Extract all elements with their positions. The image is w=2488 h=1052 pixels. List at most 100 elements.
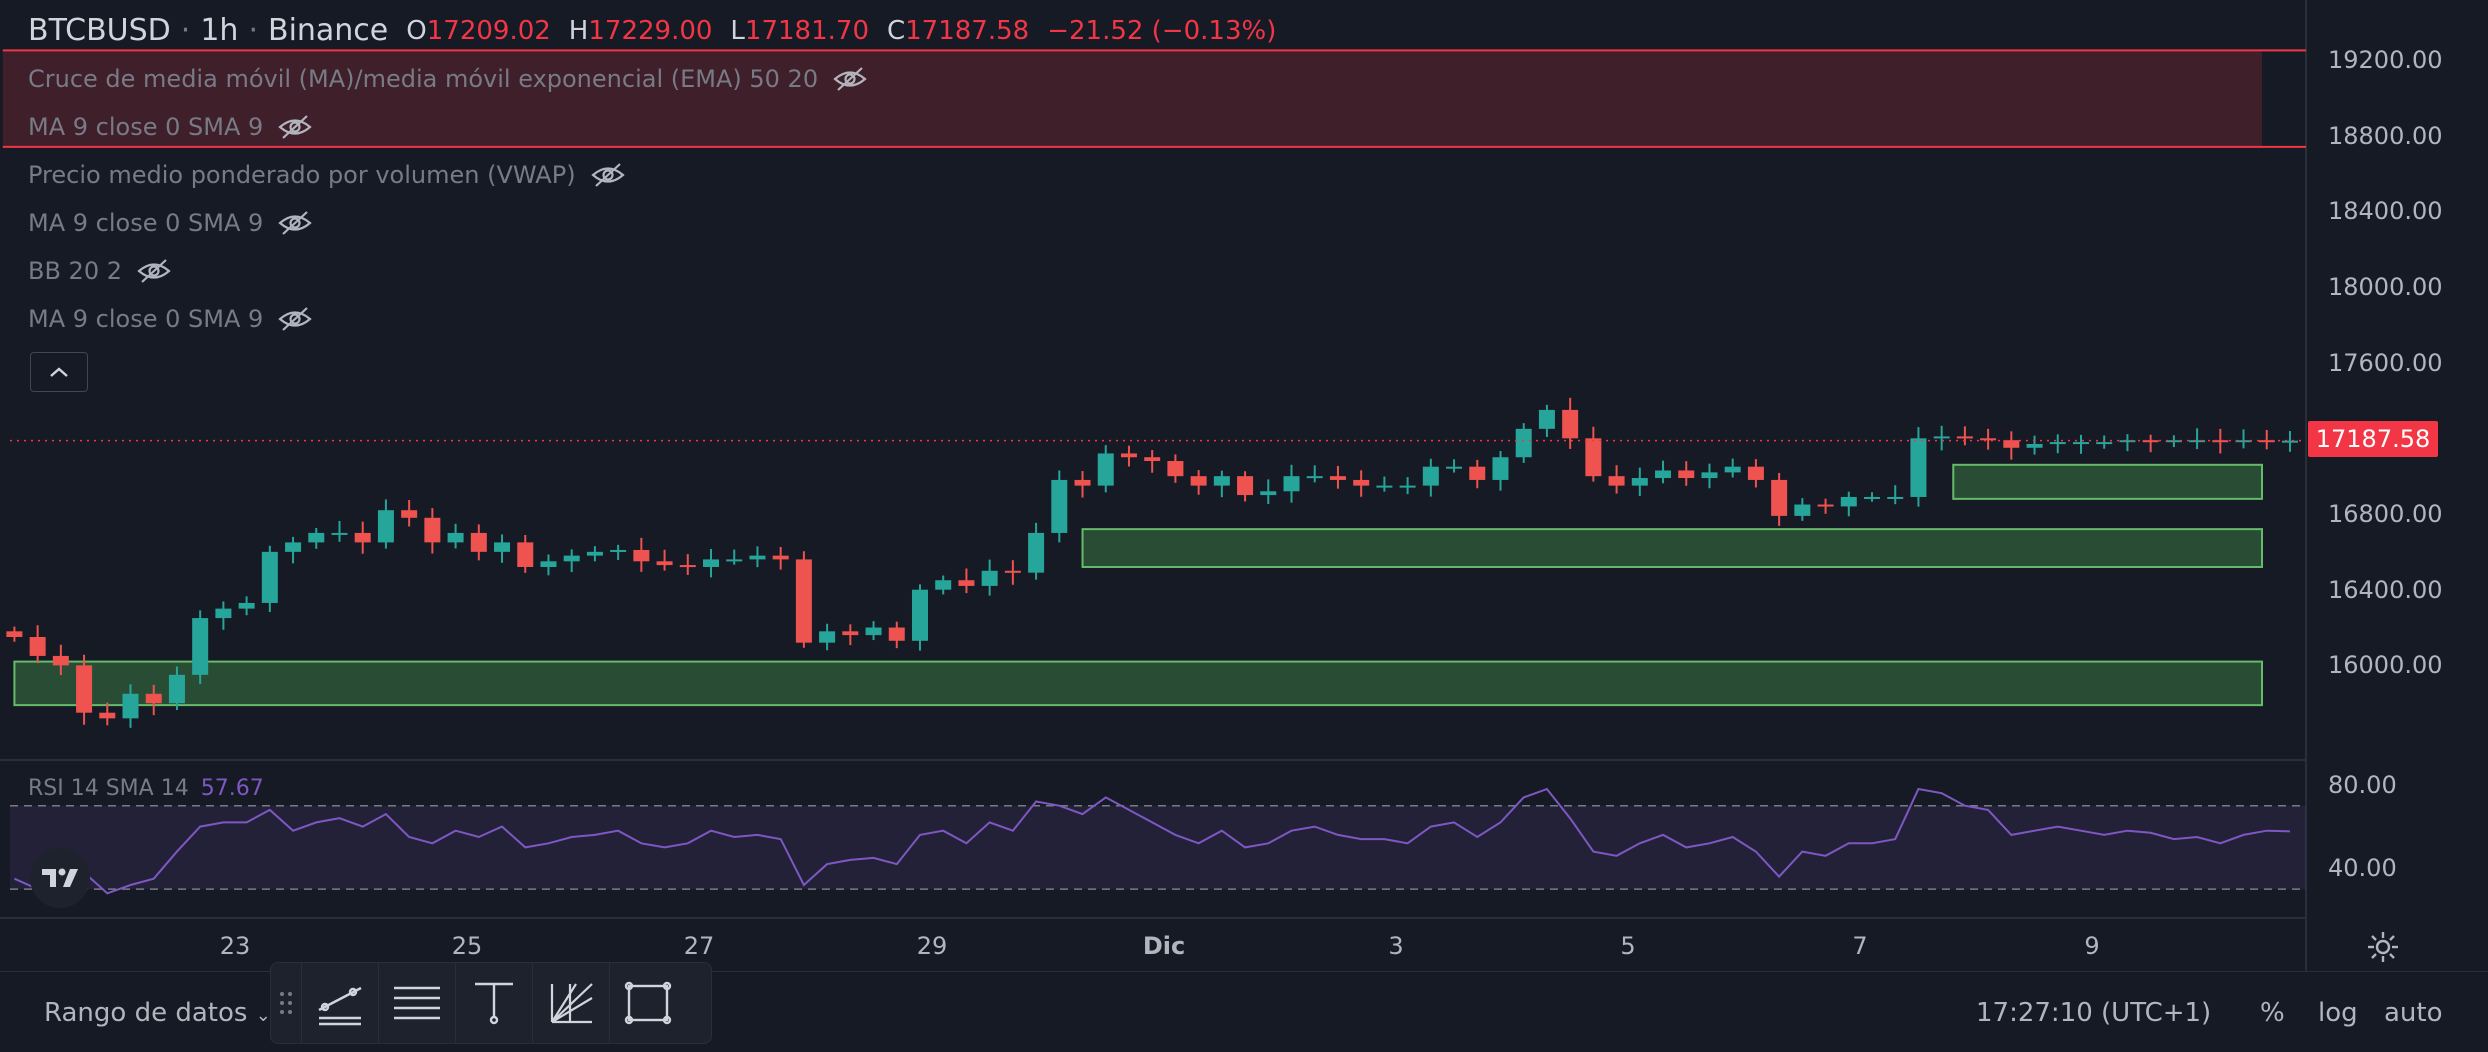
indicator-label: MA 9 close 0 SMA 9 bbox=[28, 305, 264, 333]
eye-off-icon[interactable] bbox=[277, 306, 313, 332]
candle-body bbox=[1747, 466, 1764, 480]
demand-zone bbox=[1081, 528, 2263, 568]
candle-body bbox=[958, 580, 975, 586]
candle-body bbox=[215, 608, 232, 619]
candle-body bbox=[935, 580, 952, 590]
indicator-row[interactable]: MA 9 close 0 SMA 9 bbox=[28, 304, 313, 334]
candle-body bbox=[795, 559, 812, 643]
time-tick-label: 3 bbox=[1388, 932, 1404, 960]
interval-label[interactable]: 1h bbox=[200, 13, 239, 48]
indicator-row[interactable]: MA 9 close 0 SMA 9 bbox=[28, 208, 313, 238]
candle-body bbox=[238, 602, 255, 609]
rectangle-icon[interactable] bbox=[609, 963, 686, 1043]
eye-off-icon[interactable] bbox=[277, 114, 313, 140]
auto-toggle[interactable]: auto bbox=[2384, 998, 2443, 1028]
exchange-label: Binance bbox=[267, 13, 389, 48]
candle-body bbox=[1329, 476, 1346, 480]
indicator-row[interactable]: Precio medio ponderado por volumen (VWAP… bbox=[28, 160, 626, 190]
candle-body bbox=[1051, 479, 1068, 533]
candle-body bbox=[1213, 476, 1230, 486]
candle-body bbox=[1144, 457, 1161, 462]
chevron-down-icon: ⌄ bbox=[255, 1005, 271, 1026]
candle-body bbox=[354, 532, 371, 543]
candle-body bbox=[1190, 476, 1207, 486]
candle-body bbox=[2049, 442, 2066, 445]
indicator-row[interactable]: MA 9 close 0 SMA 9 bbox=[28, 112, 313, 142]
rsi-line bbox=[13, 787, 2291, 895]
settings-gear-icon[interactable] bbox=[2366, 930, 2400, 968]
rsi-tick-label: 40.00 bbox=[2328, 854, 2397, 883]
candle-body bbox=[1028, 532, 1045, 573]
candle-body bbox=[633, 549, 650, 562]
price-tick-label: 17600.00 bbox=[2328, 348, 2443, 377]
candle-body bbox=[1283, 476, 1300, 492]
eye-off-icon[interactable] bbox=[832, 66, 868, 92]
eye-off-icon[interactable] bbox=[136, 258, 172, 284]
price-tick-label: 16000.00 bbox=[2328, 651, 2443, 680]
high-label: H bbox=[568, 16, 589, 46]
low-label: L bbox=[730, 16, 745, 46]
measure-icon[interactable] bbox=[455, 963, 532, 1043]
chevron-up-icon bbox=[50, 367, 68, 377]
candle-body bbox=[261, 551, 278, 603]
drag-handle-icon[interactable] bbox=[271, 990, 301, 1016]
time-tick-label: Dic bbox=[1142, 932, 1186, 960]
candle-body bbox=[2096, 442, 2113, 445]
price-tick-label: 18800.00 bbox=[2328, 121, 2443, 150]
eye-off-icon[interactable] bbox=[277, 210, 313, 236]
candle-body bbox=[772, 555, 789, 560]
tradingview-logo-icon[interactable] bbox=[30, 848, 90, 908]
eye-off-icon[interactable] bbox=[590, 162, 626, 188]
symbol-legend[interactable]: BTCBUSD · 1h · Binance O 17209.02 H 17229.… bbox=[28, 13, 1276, 48]
candle-body bbox=[726, 559, 743, 562]
rsi-legend[interactable]: RSI 14 SMA 14 57.67 bbox=[28, 776, 264, 801]
candle-body bbox=[888, 627, 905, 641]
time-tick-label: 23 bbox=[219, 932, 251, 960]
candle-body bbox=[1237, 476, 1254, 496]
candle-body bbox=[981, 570, 998, 586]
candle-body bbox=[447, 532, 464, 543]
close-value: 17187.58 bbox=[905, 16, 1030, 46]
percent-toggle[interactable]: % bbox=[2260, 998, 2285, 1028]
candle-body bbox=[1469, 466, 1486, 480]
candle-body bbox=[331, 532, 348, 535]
candle-body bbox=[494, 542, 511, 552]
indicator-row[interactable]: BB 20 2 bbox=[28, 256, 172, 286]
candle-body bbox=[1515, 428, 1532, 458]
candle-body bbox=[192, 618, 209, 675]
indicator-row[interactable]: Cruce de media móvil (MA)/media móvil ex… bbox=[28, 64, 868, 94]
fib-fan-icon[interactable] bbox=[532, 963, 609, 1043]
time-tick-label: 27 bbox=[683, 932, 715, 960]
candle-body bbox=[517, 542, 534, 567]
trend-lines-icon[interactable] bbox=[301, 963, 378, 1043]
clock-timezone[interactable]: 17:27:10 (UTC+1) bbox=[1976, 998, 2212, 1028]
time-tick-label: 9 bbox=[2084, 932, 2100, 960]
candle-body bbox=[679, 565, 696, 568]
candle-body bbox=[1097, 453, 1114, 486]
candle-body bbox=[1980, 438, 1997, 441]
date-range-button[interactable]: Rango de datos ⌄ bbox=[44, 998, 271, 1028]
candle-body bbox=[2189, 440, 2206, 443]
candles-layer bbox=[6, 397, 2306, 728]
horizontal-lines-icon[interactable] bbox=[378, 963, 455, 1043]
candle-body bbox=[1446, 466, 1463, 469]
candle-body bbox=[76, 665, 93, 713]
candle-body bbox=[1167, 461, 1184, 477]
candle-body bbox=[401, 510, 418, 518]
candle-body bbox=[2281, 440, 2298, 443]
time-tick-label: 5 bbox=[1620, 932, 1636, 960]
collapse-legend-button[interactable] bbox=[30, 352, 88, 392]
drawing-toolbar[interactable] bbox=[270, 962, 712, 1044]
candle-body bbox=[99, 712, 116, 719]
candle-body bbox=[1701, 472, 1718, 479]
candle-body bbox=[2119, 440, 2136, 443]
candle-body bbox=[1887, 496, 1904, 499]
legend-separator: · bbox=[248, 13, 258, 48]
indicator-label: Precio medio ponderado por volumen (VWAP… bbox=[28, 161, 576, 189]
symbol-name[interactable]: BTCBUSD bbox=[28, 13, 171, 48]
candle-body bbox=[1585, 438, 1602, 477]
candle-body bbox=[1910, 438, 1927, 497]
log-toggle[interactable]: log bbox=[2318, 998, 2358, 1028]
